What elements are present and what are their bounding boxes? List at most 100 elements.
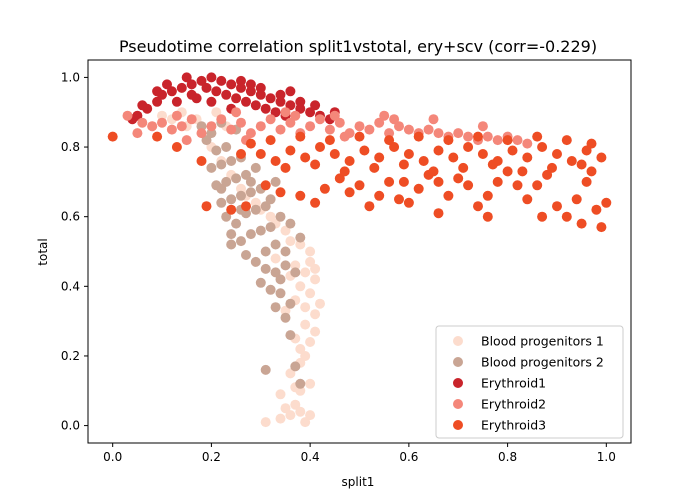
- series-3: [122, 107, 533, 149]
- data-point: [379, 110, 390, 121]
- data-point: [532, 131, 543, 142]
- data-point: [250, 204, 261, 215]
- data-point: [265, 211, 276, 222]
- data-point: [250, 100, 261, 111]
- data-point: [260, 180, 271, 191]
- legend-box: [435, 325, 624, 439]
- data-point: [221, 89, 232, 100]
- data-point: [196, 121, 207, 132]
- series-2: [127, 72, 340, 125]
- data-point: [132, 110, 143, 121]
- data-point: [275, 187, 286, 198]
- data-point: [305, 107, 316, 118]
- series-1: [196, 117, 306, 389]
- data-point: [132, 128, 143, 139]
- data-point: [566, 156, 577, 166]
- data-point: [423, 124, 434, 135]
- data-point: [305, 378, 316, 389]
- data-point: [334, 117, 345, 128]
- data-point: [507, 145, 518, 156]
- data-point: [433, 145, 444, 156]
- data-point: [216, 75, 227, 86]
- data-point: [250, 197, 261, 208]
- data-point: [295, 96, 306, 107]
- data-point: [280, 107, 291, 118]
- data-point: [542, 169, 553, 180]
- data-point: [310, 197, 321, 208]
- data-point: [245, 138, 256, 149]
- data-point: [547, 162, 557, 173]
- data-point: [285, 86, 296, 97]
- data-point: [245, 79, 256, 90]
- data-point: [354, 131, 365, 142]
- data-point: [310, 159, 321, 170]
- data-point: [384, 128, 395, 139]
- data-point: [295, 190, 306, 201]
- data-point: [245, 229, 256, 240]
- data-point: [285, 236, 296, 247]
- data-point: [265, 222, 276, 233]
- data-point: [241, 169, 251, 180]
- data-point: [403, 149, 414, 159]
- data-point: [310, 274, 321, 285]
- x-tick-label: 0.6: [399, 450, 418, 464]
- data-point: [176, 82, 187, 93]
- data-point: [359, 145, 370, 156]
- data-point: [324, 124, 335, 135]
- data-point: [428, 166, 439, 177]
- data-point: [295, 406, 306, 417]
- data-point: [482, 211, 493, 222]
- data-point: [270, 267, 281, 278]
- data-point: [403, 124, 414, 135]
- data-point: [236, 190, 246, 201]
- data-point: [433, 128, 444, 139]
- legend-marker: [453, 420, 463, 430]
- y-axis: 0.0 0.2 0.4 0.6 0.8 1.0: [61, 70, 88, 433]
- data-point: [206, 121, 217, 132]
- data-point: [280, 162, 291, 173]
- data-point: [275, 288, 286, 299]
- data-point: [275, 389, 286, 400]
- data-point: [453, 173, 464, 184]
- data-point: [581, 176, 592, 187]
- data-point: [181, 135, 192, 146]
- legend-label: Blood progenitors 2: [481, 355, 604, 370]
- data-point: [576, 218, 587, 229]
- data-point: [206, 128, 217, 139]
- data-point: [186, 79, 197, 90]
- data-point: [221, 176, 232, 187]
- data-point: [275, 124, 286, 135]
- data-point: [285, 410, 296, 421]
- data-point: [206, 162, 217, 173]
- data-point: [319, 183, 330, 194]
- data-point: [186, 114, 197, 125]
- data-point: [384, 176, 395, 187]
- data-point: [260, 263, 271, 274]
- data-point: [270, 253, 281, 264]
- data-point: [285, 330, 296, 341]
- data-point: [265, 93, 276, 104]
- data-point: [231, 173, 242, 184]
- data-point: [305, 288, 316, 299]
- data-point: [152, 131, 163, 142]
- data-point: [211, 86, 222, 97]
- data-point: [389, 142, 400, 152]
- data-point: [255, 277, 266, 288]
- data-point: [344, 187, 355, 198]
- data-point: [255, 225, 266, 236]
- data-point: [300, 152, 311, 163]
- data-point: [463, 131, 474, 142]
- data-point: [275, 274, 286, 285]
- data-point: [344, 156, 355, 166]
- data-point: [275, 89, 286, 100]
- data-point: [226, 229, 237, 240]
- data-point: [285, 218, 296, 229]
- data-point: [310, 326, 321, 337]
- legend: Blood progenitors 1 Blood progenitors 2 Er…: [435, 325, 624, 439]
- data-point: [152, 96, 163, 107]
- data-point: [260, 103, 271, 114]
- data-point: [532, 180, 543, 191]
- data-point: [216, 114, 227, 125]
- data-point: [339, 166, 350, 177]
- data-point: [300, 417, 311, 428]
